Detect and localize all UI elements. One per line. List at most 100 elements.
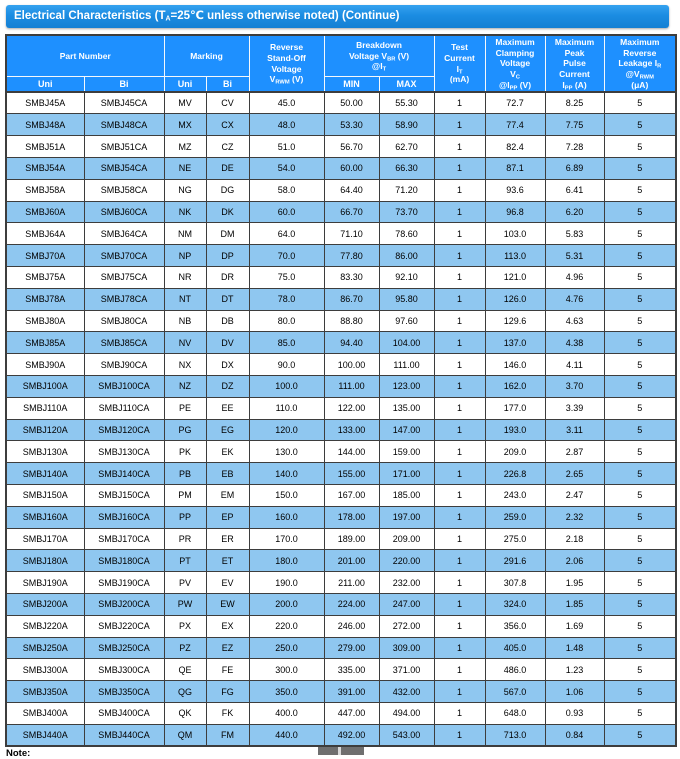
table-cell: 77.80: [323, 244, 380, 267]
table-cell: SMBJ64A: [5, 222, 85, 246]
table-cell: 185.00: [378, 483, 435, 507]
table-row: SMBJ45A SMBJ45CA MV CV 45.0 50.00 55.30 1 72.7 8.…: [5, 91, 677, 115]
table-cell: 5: [603, 658, 677, 682]
table-cell: 167.00: [323, 483, 380, 507]
table-cell: 1: [433, 440, 486, 464]
table-cell: 1: [433, 592, 486, 616]
table-cell: 4.38: [544, 331, 605, 355]
table-cell: 5: [603, 374, 677, 398]
col-subheader-breakdown-min: MIN: [323, 76, 380, 93]
table-cell: 94.40: [323, 331, 380, 355]
table-cell: 3.70: [544, 374, 605, 398]
table-cell: 486.0: [484, 658, 546, 682]
table-cell: SMBJ85CA: [83, 331, 165, 355]
table-cell: 5: [603, 309, 677, 333]
table-cell: 162.0: [484, 374, 546, 398]
table-cell: 5: [603, 636, 677, 660]
table-cell: PG: [163, 418, 207, 442]
table-cell: 220.00: [378, 549, 435, 573]
table-cell: SMBJ54A: [5, 157, 85, 180]
table-row: SMBJ300A SMBJ300CA QE FE 300.0 335.00 371.00 1 4…: [5, 658, 677, 682]
table-cell: 5: [603, 614, 677, 638]
table-cell: 66.70: [323, 200, 380, 224]
table-cell: 247.00: [378, 592, 435, 616]
table-cell: 543.00: [378, 723, 435, 747]
table-cell: 2.65: [544, 462, 605, 485]
table-cell: 209.00: [378, 527, 435, 551]
table-cell: 335.00: [323, 658, 380, 682]
table-cell: 5: [603, 200, 677, 224]
table-cell: 77.4: [484, 113, 546, 137]
table-cell: 51.0: [248, 135, 325, 159]
table-row: SMBJ350A SMBJ350CA QG FG 350.0 391.00 432.00 1 5…: [5, 680, 677, 703]
table-cell: SMBJ80CA: [83, 309, 165, 333]
table-cell: EB: [205, 462, 250, 485]
table-cell: NZ: [163, 374, 207, 398]
col-header-test-current: Test Current IT (mA): [433, 34, 486, 93]
table-cell: 60.00: [323, 157, 380, 180]
table-cell: 103.0: [484, 222, 546, 246]
table-cell: 1: [433, 527, 486, 551]
table-cell: EM: [205, 483, 250, 507]
table-cell: 150.0: [248, 483, 325, 507]
table-row: SMBJ400A SMBJ400CA QK FK 400.0 447.00 494.00 1 6…: [5, 701, 677, 725]
table-cell: EP: [205, 505, 250, 529]
table-cell: SMBJ78CA: [83, 287, 165, 311]
col-header-marking: Marking: [163, 34, 250, 78]
table-cell: EZ: [205, 636, 250, 660]
table-cell: 111.00: [378, 353, 435, 376]
table-cell: 1: [433, 200, 486, 224]
table-cell: MX: [163, 113, 207, 137]
col-subheader-marking-uni: Uni: [163, 76, 207, 93]
table-cell: NP: [163, 244, 207, 267]
section-title: Electrical Characteristics (TA=25℃ unles…: [14, 10, 400, 23]
table-cell: DT: [205, 287, 250, 311]
table-cell: SMBJ60A: [5, 200, 85, 224]
table-cell: SMBJ190CA: [83, 571, 165, 594]
col-header-max-peak-pulse-current: Maximum Peak Pulse Current IPP (A): [544, 34, 605, 93]
table-cell: 110.0: [248, 396, 325, 420]
table-cell: 4.63: [544, 309, 605, 333]
note-label: Note:: [6, 748, 31, 759]
table-cell: 279.00: [323, 636, 380, 660]
table-cell: 126.0: [484, 287, 546, 311]
horizontal-scrollbar-thumb[interactable]: [318, 747, 364, 755]
table-cell: SMBJ300CA: [83, 658, 165, 682]
table-cell: 1: [433, 113, 486, 137]
table-cell: 2.87: [544, 440, 605, 464]
col-header-part-number: Part Number: [5, 34, 165, 78]
table-cell: 300.0: [248, 658, 325, 682]
table-cell: 58.0: [248, 178, 325, 202]
table-cell: SMBJ64CA: [83, 222, 165, 246]
table-cell: 1: [433, 723, 486, 747]
table-cell: 50.00: [323, 91, 380, 115]
table-cell: 5: [603, 440, 677, 464]
table-cell: QK: [163, 701, 207, 725]
table-cell: 0.93: [544, 701, 605, 725]
table-cell: 400.0: [248, 701, 325, 725]
table-cell: 5: [603, 157, 677, 180]
table-cell: NB: [163, 309, 207, 333]
table-cell: 5: [603, 592, 677, 616]
table-cell: 211.00: [323, 571, 380, 594]
table-cell: SMBJ90A: [5, 353, 85, 376]
table-cell: 1: [433, 658, 486, 682]
table-cell: 1.23: [544, 658, 605, 682]
table-cell: 201.00: [323, 549, 380, 573]
table-cell: SMBJ140A: [5, 462, 85, 485]
col-header-max-reverse-leakage: Maximum Reverse Leakage IR @VRWM (μA): [603, 34, 677, 93]
table-cell: 1: [433, 157, 486, 180]
table-cell: QE: [163, 658, 207, 682]
table-cell: PX: [163, 614, 207, 638]
table-row: SMBJ51A SMBJ51CA MZ CZ 51.0 56.70 62.70 1 82.4 7.…: [5, 135, 677, 159]
table-cell: 78.0: [248, 287, 325, 311]
table-cell: DB: [205, 309, 250, 333]
table-cell: 5: [603, 549, 677, 573]
table-cell: 159.00: [378, 440, 435, 464]
table-row: SMBJ120A SMBJ120CA PG EG 120.0 133.00 147.00 1 1…: [5, 418, 677, 442]
table-cell: 83.30: [323, 266, 380, 289]
table-cell: DZ: [205, 374, 250, 398]
table-row: SMBJ100A SMBJ100CA NZ DZ 100.0 111.00 123.00 1 1…: [5, 374, 677, 398]
table-cell: SMBJ440A: [5, 723, 85, 747]
table-cell: 246.00: [323, 614, 380, 638]
